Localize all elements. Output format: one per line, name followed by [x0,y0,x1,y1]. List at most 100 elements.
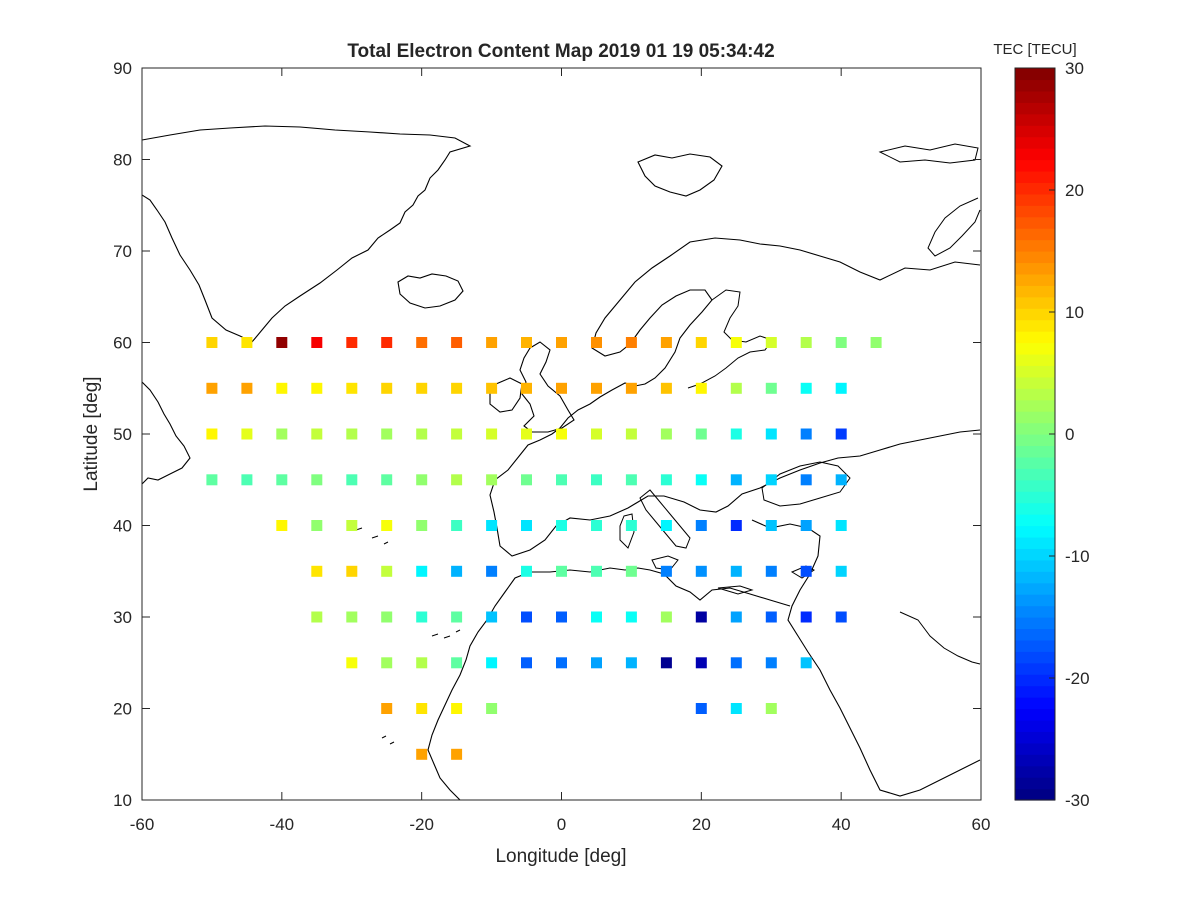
tec-point [206,428,218,440]
x-tick-label: -40 [270,815,295,834]
tec-point [311,428,323,440]
tec-point [556,428,567,440]
colorbar-band [1015,719,1055,732]
tec-point [591,428,602,440]
colorbar: TEC [TECU] -30 -20 -10 0 10 20 30 [993,41,1089,810]
colorbar-band [1015,742,1055,755]
tec-point [730,474,742,486]
colorbar-band [1015,228,1055,241]
colorbar-band [1015,559,1055,572]
colorbar-band [1015,251,1055,264]
tec-point [521,337,532,348]
tec-point [451,748,463,760]
tec-point [381,474,393,486]
tec-point [591,565,602,577]
coastline-novaya-zemlya [927,197,981,257]
tec-point [521,428,532,440]
tec-point [346,565,358,577]
colorbar-band [1015,765,1055,778]
tec-point [451,703,463,714]
tec-point [800,382,812,394]
tec-point [800,520,812,531]
colorbar-tick-label: 20 [1065,181,1084,200]
colorbar-band [1015,296,1055,309]
tec-point [486,382,498,394]
tec-point [591,337,602,348]
tec-point [730,657,742,669]
tec-point [381,565,393,577]
tec-point [381,703,393,714]
x-tick-label: 40 [832,815,851,834]
tec-point [730,611,742,623]
tec-point [521,382,532,394]
tec-point [625,337,637,348]
colorbar-tick-label: 30 [1065,59,1084,78]
tec-point [241,337,253,348]
colorbar-band [1015,777,1055,790]
y-tick-label: 10 [113,791,132,810]
y-tick-label: 80 [113,151,132,170]
tec-point [835,474,847,486]
colorbar-band [1015,102,1055,115]
tec-point [591,520,602,531]
coastline-sardinia [619,513,635,549]
tec-point [276,337,288,348]
coastline-north-america [142,381,191,485]
colorbar-band [1015,491,1055,504]
colorbar-band [1015,422,1055,435]
tec-point [835,428,847,440]
x-tick-label: 0 [557,815,566,834]
colorbar-band [1015,159,1055,172]
colorbar-band [1015,136,1055,149]
tec-point [625,657,637,669]
tec-point [695,428,707,440]
colorbar-band [1015,285,1055,298]
tec-point [276,474,288,486]
tec-point [660,337,672,348]
colorbar-band [1015,708,1055,721]
tec-point [765,703,777,714]
tec-point [311,565,323,577]
tec-point [556,474,567,486]
y-tick-label: 40 [113,517,132,536]
y-tick-label: 90 [113,59,132,78]
tec-point [835,565,847,577]
tec-point [625,474,637,486]
tec-point [521,474,532,486]
tec-point [416,611,428,623]
tec-point [695,657,707,669]
colorbar-band [1015,731,1055,744]
tec-point [346,474,358,486]
colorbar-tick-label: -20 [1065,669,1090,688]
tec-point [381,611,393,623]
colorbar-band [1015,79,1055,92]
colorbar-band [1015,697,1055,710]
colorbar-band [1015,319,1055,332]
tec-point [695,703,707,714]
tec-point [625,520,637,531]
tec-point [206,337,218,348]
y-tick-label: 50 [113,425,132,444]
tec-point [416,428,428,440]
colorbar-band [1015,205,1055,218]
colorbar-band [1015,170,1055,183]
tec-point [870,337,882,348]
tec-point [660,657,672,669]
colorbar-band [1015,605,1055,618]
tec-point [625,565,637,577]
colorbar-band [1015,331,1055,344]
tec-point [241,428,253,440]
colorbar-band [1015,502,1055,515]
colorbar-band [1015,651,1055,664]
tec-point [311,382,323,394]
colorbar-band [1015,479,1055,492]
tec-point [451,428,463,440]
colorbar-band [1015,216,1055,229]
tec-point [276,382,288,394]
tec-point [556,565,567,577]
x-tick-label: -60 [130,815,155,834]
tec-point [521,657,532,669]
tec-point [416,657,428,669]
colorbar-band [1015,308,1055,321]
